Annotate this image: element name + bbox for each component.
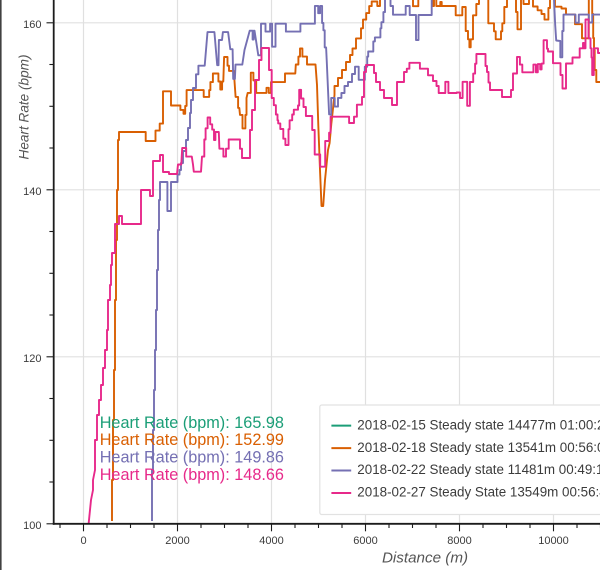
svg-text:100: 100	[23, 520, 41, 532]
svg-text:2000: 2000	[165, 535, 189, 547]
svg-text:140: 140	[23, 186, 41, 198]
svg-text:4000: 4000	[259, 535, 283, 547]
svg-text:2018-02-27 Steady State 13549m: 2018-02-27 Steady State 13549m 00:56:40	[357, 485, 600, 500]
svg-text:160: 160	[23, 19, 41, 31]
svg-text:Heart Rate (bpm): Heart Rate (bpm)	[17, 54, 32, 159]
svg-text:Heart Rate (bpm): 149.86: Heart Rate (bpm): 149.86	[100, 449, 284, 467]
svg-text:2018-02-15 Steady state 14477m: 2018-02-15 Steady state 14477m 01:00:24	[357, 417, 600, 432]
svg-text:8000: 8000	[447, 535, 471, 547]
svg-text:10000: 10000	[538, 535, 569, 547]
svg-text:120: 120	[23, 353, 41, 365]
svg-text:Distance (m): Distance (m)	[382, 550, 468, 567]
svg-text:Heart Rate (bpm): 148.66: Heart Rate (bpm): 148.66	[100, 466, 284, 484]
svg-text:Heart Rate (bpm): 165.98: Heart Rate (bpm): 165.98	[100, 414, 284, 432]
svg-text:0: 0	[80, 535, 86, 547]
svg-text:6000: 6000	[353, 535, 377, 547]
svg-text:Heart Rate (bpm): 152.99: Heart Rate (bpm): 152.99	[100, 431, 284, 449]
svg-text:2018-02-18 Steady state 13541m: 2018-02-18 Steady state 13541m 00:56:02	[357, 440, 600, 455]
svg-text:2018-02-22 Steady state 11481m: 2018-02-22 Steady state 11481m 00:49:15	[357, 462, 600, 477]
